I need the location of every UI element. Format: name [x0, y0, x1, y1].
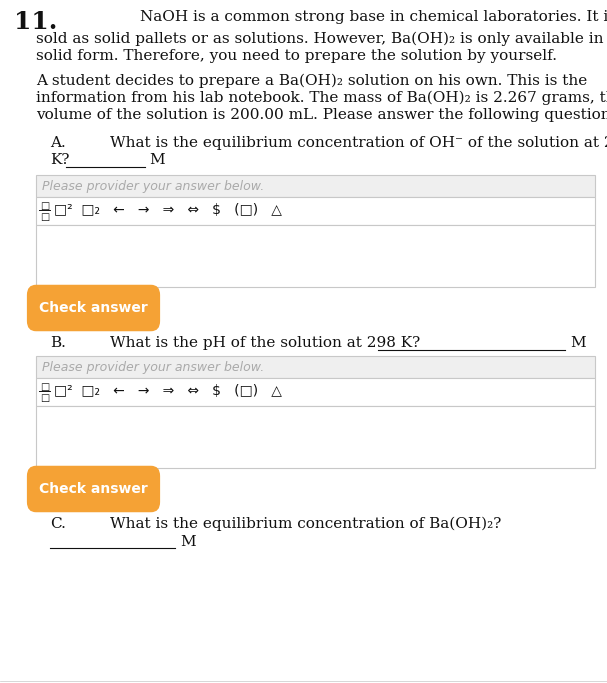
FancyBboxPatch shape	[27, 285, 160, 331]
Text: What is the pH of the solution at 298 K?: What is the pH of the solution at 298 K?	[110, 336, 420, 350]
Text: Please provider your answer below.: Please provider your answer below.	[42, 361, 264, 374]
FancyBboxPatch shape	[36, 175, 595, 197]
Text: A student decides to prepare a Ba(OH)₂ solution on his own. This is the: A student decides to prepare a Ba(OH)₂ s…	[36, 74, 587, 88]
Text: What is the equilibrium concentration of Ba(OH)₂?: What is the equilibrium concentration of…	[110, 517, 501, 531]
Text: Please provider your answer below.: Please provider your answer below.	[42, 180, 264, 193]
FancyBboxPatch shape	[36, 406, 595, 468]
Text: 11.: 11.	[14, 10, 58, 34]
Text: What is the equilibrium concentration of OH⁻ of the solution at 298: What is the equilibrium concentration of…	[110, 136, 607, 150]
FancyBboxPatch shape	[36, 378, 595, 406]
Text: NaOH is a common strong base in chemical laboratories. It is: NaOH is a common strong base in chemical…	[140, 10, 607, 24]
Text: M: M	[570, 336, 586, 350]
Text: □²  □₂   ←   →   ⇒   ⇔   $   (□)   △: □² □₂ ← → ⇒ ⇔ $ (□) △	[54, 203, 282, 217]
Text: □: □	[40, 201, 49, 211]
Text: M: M	[149, 153, 164, 167]
Text: B.: B.	[50, 336, 66, 350]
Text: □: □	[40, 382, 49, 392]
FancyBboxPatch shape	[36, 356, 595, 378]
Text: Check answer: Check answer	[39, 301, 148, 315]
Text: □²  □₂   ←   →   ⇒   ⇔   $   (□)   △: □² □₂ ← → ⇒ ⇔ $ (□) △	[54, 384, 282, 398]
Text: K?: K?	[50, 153, 69, 167]
Text: information from his lab notebook. The mass of Ba(OH)₂ is 2.267 grams, the: information from his lab notebook. The m…	[36, 91, 607, 105]
Text: □: □	[40, 393, 49, 403]
Text: volume of the solution is 200.00 mL. Please answer the following questions.: volume of the solution is 200.00 mL. Ple…	[36, 108, 607, 122]
Text: sold as solid pallets or as solutions. However, Ba(OH)₂ is only available in: sold as solid pallets or as solutions. H…	[36, 32, 603, 46]
Text: □: □	[40, 212, 49, 222]
Text: Check answer: Check answer	[39, 482, 148, 496]
Text: solid form. Therefore, you need to prepare the solution by yourself.: solid form. Therefore, you need to prepa…	[36, 49, 557, 63]
Text: M: M	[180, 535, 195, 549]
FancyBboxPatch shape	[27, 466, 160, 512]
Text: A.: A.	[50, 136, 66, 150]
Text: C.: C.	[50, 517, 66, 531]
FancyBboxPatch shape	[36, 197, 595, 225]
FancyBboxPatch shape	[36, 225, 595, 287]
